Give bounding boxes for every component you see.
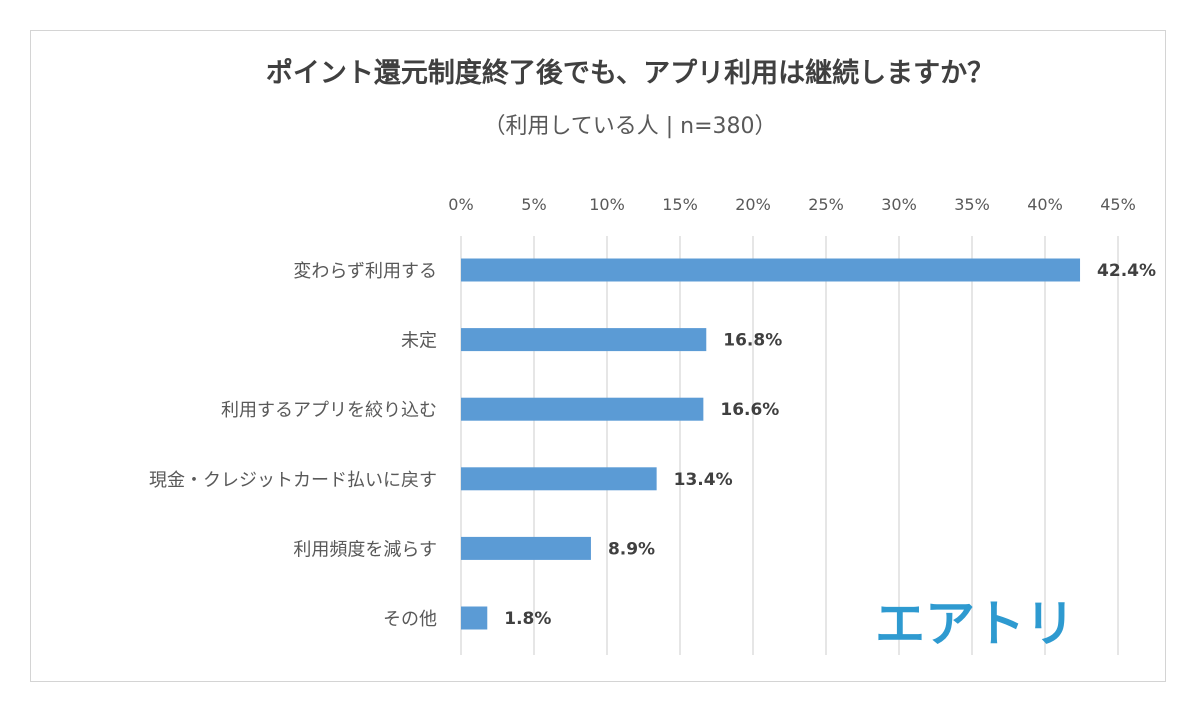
bar — [461, 328, 707, 352]
x-tick-label: 30% — [881, 195, 917, 214]
chart-frame — [30, 30, 1166, 682]
value-label: 1.8% — [504, 609, 551, 629]
x-tick-label: 20% — [735, 195, 771, 214]
bar — [461, 258, 1081, 282]
value-label: 16.8% — [723, 331, 782, 351]
category-label: 現金・クレジットカード払いに戻す — [149, 470, 437, 491]
value-label: 42.4% — [1097, 261, 1156, 281]
category-label: 未定 — [401, 331, 437, 352]
x-tick-label: 10% — [589, 195, 625, 214]
bar — [461, 606, 488, 630]
category-label: 変わらず利用する — [293, 261, 437, 282]
x-tick-label: 0% — [448, 195, 473, 214]
x-tick-label: 25% — [808, 195, 844, 214]
value-label: 16.6% — [720, 400, 779, 420]
category-label: その他 — [383, 609, 437, 630]
chart-subtitle: （利用している人 | n=380） — [483, 114, 776, 139]
category-label: 利用頻度を減らす — [293, 539, 437, 560]
x-tick-label: 5% — [521, 195, 546, 214]
category-label: 利用するアプリを絞り込む — [221, 400, 437, 421]
bars — [461, 258, 1081, 630]
x-tick-label: 35% — [954, 195, 990, 214]
value-label: 8.9% — [608, 539, 655, 559]
gridlines — [460, 236, 1119, 655]
category-labels: 変わらず利用する未定利用するアプリを絞り込む現金・クレジットカード払いに戻す利用… — [149, 261, 437, 630]
x-tick-label: 45% — [1100, 195, 1136, 214]
x-tick-label: 40% — [1027, 195, 1063, 214]
x-tick-label: 15% — [662, 195, 698, 214]
x-tick-labels: 0% 5% 10% 15% 20% 25% 30% 35% 40% 45% — [448, 195, 1135, 214]
bar — [461, 397, 704, 421]
bar — [461, 467, 657, 491]
value-label: 13.4% — [674, 470, 733, 490]
bar — [461, 536, 591, 560]
chart-title: ポイント還元制度終了後でも、アプリ利用は継続しますか？ — [266, 57, 994, 89]
value-labels: 42.4% 16.8% 16.6% 13.4% 8.9% 1.8% — [504, 261, 1156, 629]
airtrip-logo: エアトリ — [875, 595, 1075, 653]
